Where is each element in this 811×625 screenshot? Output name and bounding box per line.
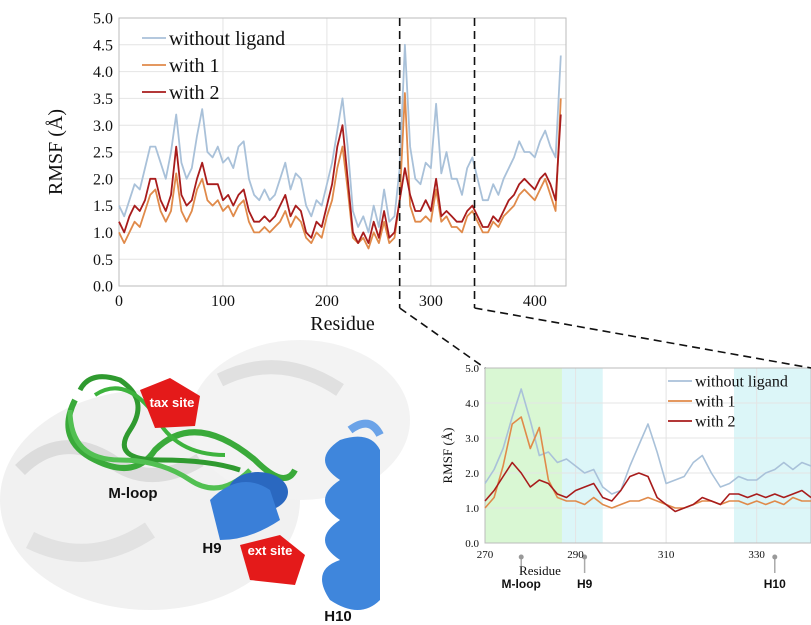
x-tick-label: 290 bbox=[567, 549, 584, 561]
region-label: H9 bbox=[577, 577, 593, 591]
y-tick-label: 1.0 bbox=[465, 503, 479, 515]
protein-structure bbox=[0, 340, 410, 610]
y-tick-label: 2.0 bbox=[465, 468, 479, 480]
image-label: H10 bbox=[324, 608, 352, 625]
image-label: ext site bbox=[248, 543, 293, 558]
y-tick-label: 0.0 bbox=[465, 538, 479, 550]
region-label: M-loop bbox=[502, 577, 541, 591]
x-tick-label: 0 bbox=[115, 293, 123, 310]
series-line bbox=[118, 43, 562, 234]
y-tick-label: 5.0 bbox=[465, 363, 479, 375]
legend-label: with 1 bbox=[169, 55, 220, 77]
y-tick-label: 4.0 bbox=[465, 398, 479, 410]
image-label: tax site bbox=[150, 395, 195, 410]
legend-label: without ligand bbox=[169, 28, 285, 50]
series-line bbox=[484, 388, 811, 495]
region bbox=[561, 368, 603, 543]
region bbox=[734, 368, 811, 543]
legend-label: with 2 bbox=[695, 414, 735, 431]
x-tick-label: 310 bbox=[658, 549, 675, 561]
x-axis-title: Residue bbox=[519, 563, 561, 578]
plot-border bbox=[484, 367, 811, 544]
y-tick-label: 3.5 bbox=[93, 91, 113, 108]
x-tick-label: 300 bbox=[419, 293, 443, 310]
y-axis-title: RMSF (Å) bbox=[45, 109, 67, 195]
x-tick-label: 200 bbox=[315, 293, 339, 310]
y-tick-label: 2.0 bbox=[93, 171, 113, 188]
series-line bbox=[118, 92, 562, 250]
series-line bbox=[484, 461, 811, 513]
series-line bbox=[484, 416, 811, 509]
series-line bbox=[118, 114, 562, 244]
y-tick-label: 1.0 bbox=[93, 225, 113, 242]
y-tick-label: 4.0 bbox=[93, 64, 113, 81]
y-tick-label: 0.5 bbox=[93, 252, 113, 269]
image-label: M-loop bbox=[108, 485, 157, 502]
x-tick-label: 270 bbox=[477, 549, 494, 561]
y-tick-label: 4.5 bbox=[93, 37, 113, 54]
y-tick-label: 2.5 bbox=[93, 145, 113, 162]
region-pin-head bbox=[772, 554, 778, 560]
x-tick-label: 330 bbox=[748, 549, 765, 561]
x-axis-title: Residue bbox=[310, 313, 375, 335]
y-axis-title: RMSF (Å) bbox=[440, 428, 455, 484]
legend-label: without ligand bbox=[695, 374, 788, 391]
plot-border bbox=[118, 17, 567, 287]
y-tick-label: 5.0 bbox=[93, 11, 113, 28]
region-label: H10 bbox=[764, 577, 786, 591]
zoom-connector bbox=[399, 307, 486, 369]
x-tick-label: 400 bbox=[523, 293, 547, 310]
y-tick-label: 1.5 bbox=[93, 198, 113, 215]
zoom-connector bbox=[474, 307, 811, 369]
y-tick-label: 0.0 bbox=[93, 279, 113, 296]
legend-label: with 2 bbox=[169, 82, 220, 104]
x-tick-label: 100 bbox=[211, 293, 235, 310]
legend-label: with 1 bbox=[695, 394, 735, 411]
region-pin-head bbox=[518, 554, 524, 560]
y-tick-label: 3.0 bbox=[93, 118, 113, 135]
y-tick-label: 3.0 bbox=[465, 433, 479, 445]
image-label: H9 bbox=[202, 540, 221, 557]
region-pin-head bbox=[582, 554, 588, 560]
